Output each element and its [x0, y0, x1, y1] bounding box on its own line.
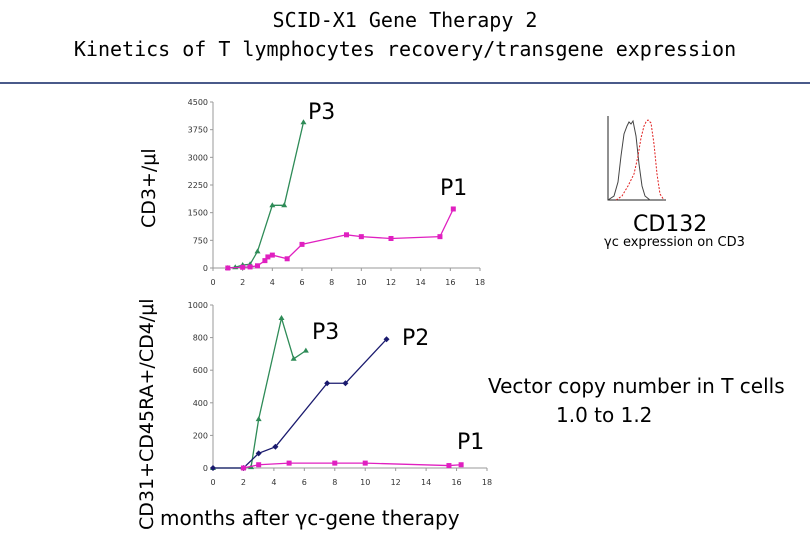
bottom-annotation-p2: P2	[402, 326, 430, 351]
top-y-tick-label: 3750	[188, 126, 208, 135]
bottom-series-p1-point	[240, 465, 246, 471]
bottom-x-tick-label: 2	[241, 478, 246, 487]
top-series-p1-point	[265, 254, 271, 260]
bottom-x-tick-label: 18	[482, 478, 492, 487]
x-axis-label: months after γc-gene therapy	[160, 506, 460, 530]
top-series-p3-point	[269, 202, 276, 208]
bottom-series-p2-point	[255, 450, 262, 457]
top-series-p1-point	[225, 265, 231, 271]
title-divider	[0, 82, 810, 84]
bottom-series-p1-point	[286, 460, 292, 466]
bottom-series-p1-point	[256, 462, 262, 468]
top-annotation-p3: P3	[308, 100, 336, 125]
slide-title: SCID-X1 Gene Therapy 2	[272, 8, 538, 32]
bottom-series-p1-point	[458, 462, 464, 468]
bottom-annotation-p3: P3	[312, 320, 340, 345]
bottom-y-tick-label: 800	[193, 334, 208, 343]
top-x-tick-label: 2	[240, 278, 245, 287]
top-x-tick-label: 6	[299, 278, 304, 287]
slide-subtitle: Kinetics of T lymphocytes recovery/trans…	[73, 37, 737, 61]
bottom-series-p1-point	[446, 463, 452, 469]
bottom-x-tick-label: 6	[302, 478, 307, 487]
cd132-label: CD132	[633, 212, 708, 237]
gc-expression-label: γc expression on CD3	[604, 235, 745, 250]
bottom-x-tick-label: 4	[271, 478, 276, 487]
top-x-tick-label: 10	[356, 278, 366, 287]
top-series-p3-point	[281, 202, 288, 208]
top-x-tick-label: 12	[386, 278, 396, 287]
top-series-p1-point	[284, 256, 290, 262]
top-series-p1-point	[358, 234, 364, 240]
top-x-tick-label: 14	[416, 278, 426, 287]
top-series-p3-point	[254, 248, 261, 254]
top-annotation-p1: P1	[440, 176, 468, 201]
bottom-series-p2-point	[272, 443, 279, 450]
histogram-cd132-curve	[615, 119, 665, 201]
bottom-series-p2-point	[342, 380, 349, 387]
top-series-p1-point	[240, 264, 246, 270]
bottom-y-tick-label: 1000	[188, 301, 208, 310]
bottom-series-p1-point	[332, 460, 338, 466]
vector-copy-line2: 1.0 to 1.2	[556, 403, 653, 427]
top-series-p1-point	[388, 235, 394, 241]
bottom-x-tick-label: 8	[332, 478, 337, 487]
bottom-y-tick-label: 200	[193, 431, 208, 440]
bottom-series-p2-line	[213, 338, 388, 469]
bottom-series-p3-point	[290, 355, 297, 361]
top-y-tick-label: 1500	[188, 209, 208, 218]
bottom-series-p1-line	[243, 462, 462, 469]
top-y-tick-label: 0	[203, 264, 208, 273]
top-x-tick-label: 8	[329, 278, 334, 287]
top-x-tick-label: 0	[210, 278, 215, 287]
bottom-y-tick-label: 400	[193, 399, 208, 408]
bottom-x-tick-label: 0	[210, 478, 215, 487]
top-series-p3-point	[300, 119, 307, 125]
vector-copy-line1: Vector copy number in T cells	[488, 374, 785, 398]
bottom-series-p1-point	[362, 460, 368, 466]
bottom-x-tick-label: 10	[360, 478, 370, 487]
bottom-series-p3-point	[255, 416, 262, 422]
bottom-series-p2-point	[324, 380, 331, 387]
bottom-series-p3-line	[213, 315, 307, 469]
top-series-p1-point	[262, 258, 268, 264]
top-x-tick-label: 4	[270, 278, 275, 287]
top-series-p1-point	[269, 252, 275, 258]
bottom-x-tick-label: 16	[451, 478, 461, 487]
top-x-tick-label: 16	[445, 278, 455, 287]
top-x-tick-label: 18	[475, 278, 485, 287]
top-series-p1-point	[450, 206, 456, 212]
bottom-y-tick-label: 0	[203, 464, 208, 473]
bottom-series-p2-point	[210, 465, 216, 471]
bottom-y-tick-label: 600	[193, 366, 208, 375]
bottom-series-p2-point	[383, 336, 390, 343]
bottom-series-p3-point	[302, 347, 309, 353]
top-series-p1-point	[299, 241, 305, 247]
histogram-control-curve	[607, 119, 651, 201]
top-series-p1-point	[255, 263, 260, 269]
top-y-tick-label: 4500	[188, 98, 208, 107]
top-y-tick-label: 2250	[188, 181, 208, 190]
bottom-series-p3-point	[278, 315, 285, 321]
top-y-tick-label: 750	[193, 236, 208, 245]
top-series-p3-line	[227, 122, 305, 269]
top-series-p1-point	[247, 264, 253, 270]
top-series-p1-point	[344, 232, 349, 238]
bottom-x-tick-label: 12	[391, 478, 401, 487]
top-y-tick-label: 3000	[188, 153, 208, 162]
bottom-annotation-p1: P1	[457, 430, 485, 455]
bottom-x-tick-label: 14	[421, 478, 431, 487]
top-series-p1-point	[437, 234, 443, 240]
